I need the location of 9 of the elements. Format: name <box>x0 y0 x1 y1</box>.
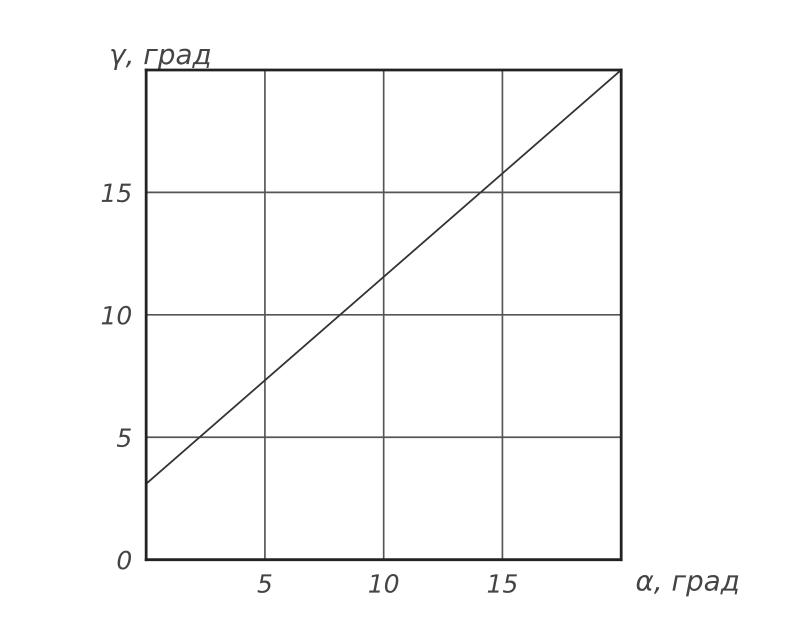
y-axis-title: γ, град <box>111 48 210 70</box>
x-tick-label: 15 <box>488 574 517 593</box>
y-tick-label: 15 <box>102 184 131 202</box>
x-tick-label: 10 <box>368 574 398 593</box>
y-tick-label: 0 <box>118 550 132 570</box>
x-tick-label: 5 <box>257 574 272 593</box>
y-tick-label: 5 <box>116 428 131 448</box>
x-axis-title: α, град <box>636 575 738 596</box>
y-tick-label: 10 <box>102 306 132 325</box>
